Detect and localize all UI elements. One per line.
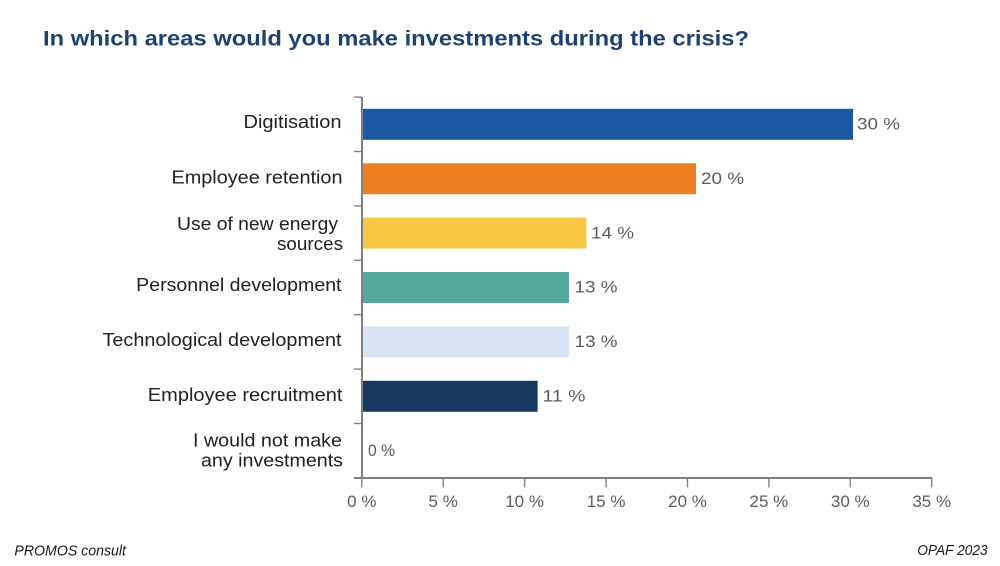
svg-text:11 %: 11 % [543, 387, 586, 406]
svg-text:any investments: any investments [201, 450, 343, 470]
svg-text:13 %: 13 % [575, 278, 618, 297]
svg-text:35 %: 35 % [912, 492, 951, 511]
svg-text:13 %: 13 % [575, 332, 618, 351]
svg-text:Technological development: Technological development [103, 330, 342, 350]
svg-text:20 %: 20 % [668, 492, 707, 511]
svg-text:14 %: 14 % [591, 223, 634, 242]
svg-text:OPAF 2023: OPAF 2023 [917, 543, 987, 559]
svg-text:Digitisation: Digitisation [244, 112, 342, 132]
svg-text:10 %: 10 % [505, 492, 544, 511]
svg-text:20 %: 20 % [701, 169, 744, 188]
svg-text:30 %: 30 % [831, 492, 870, 511]
svg-text:30 %: 30 % [857, 115, 900, 134]
svg-text:In which areas would you make: In which areas would you make investment… [43, 27, 749, 50]
svg-text:PROMOS consult: PROMOS consult [14, 544, 127, 560]
svg-text:Employee retention: Employee retention [172, 168, 343, 188]
svg-text:Employee recruitment: Employee recruitment [148, 385, 343, 405]
svg-text:5 %: 5 % [429, 492, 458, 511]
svg-text:25 %: 25 % [750, 492, 789, 511]
svg-text:I would not make: I would not make [193, 431, 342, 451]
svg-text:sources: sources [277, 234, 343, 254]
svg-text:0 %: 0 % [368, 441, 395, 460]
svg-text:Personnel development: Personnel development [136, 275, 341, 295]
svg-text:15 %: 15 % [587, 492, 626, 511]
svg-text:Use of new energy: Use of new energy [177, 214, 338, 234]
svg-text:0 %: 0 % [347, 492, 376, 511]
